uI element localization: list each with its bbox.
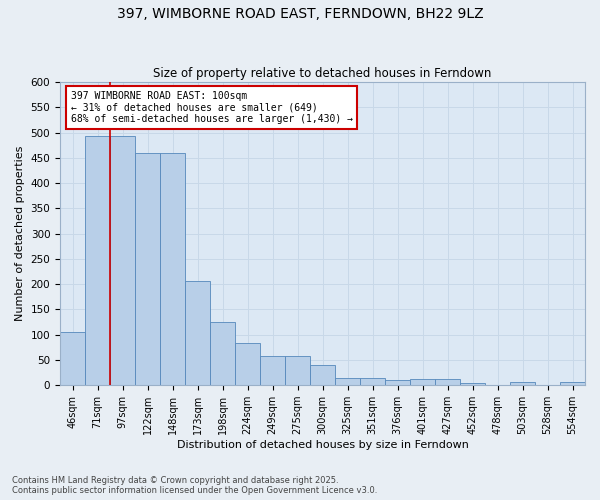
Bar [410, 379, 435, 385]
Bar [110, 136, 135, 385]
Bar [160, 153, 185, 385]
Bar [85, 136, 110, 385]
Bar [210, 322, 235, 385]
Bar [285, 356, 310, 385]
Bar [235, 344, 260, 385]
Bar [435, 379, 460, 385]
Bar [185, 280, 210, 385]
Bar [460, 383, 485, 385]
Text: Contains HM Land Registry data © Crown copyright and database right 2025.
Contai: Contains HM Land Registry data © Crown c… [12, 476, 377, 495]
Text: 397, WIMBORNE ROAD EAST, FERNDOWN, BH22 9LZ: 397, WIMBORNE ROAD EAST, FERNDOWN, BH22 … [116, 8, 484, 22]
Y-axis label: Number of detached properties: Number of detached properties [15, 146, 25, 322]
Bar [135, 153, 160, 385]
Bar [560, 382, 585, 385]
Title: Size of property relative to detached houses in Ferndown: Size of property relative to detached ho… [154, 66, 492, 80]
X-axis label: Distribution of detached houses by size in Ferndown: Distribution of detached houses by size … [176, 440, 469, 450]
Bar [60, 332, 85, 385]
Bar [260, 356, 285, 385]
Bar [360, 378, 385, 385]
Bar [310, 365, 335, 385]
Bar [510, 382, 535, 385]
Bar [335, 378, 360, 385]
Text: 397 WIMBORNE ROAD EAST: 100sqm
← 31% of detached houses are smaller (649)
68% of: 397 WIMBORNE ROAD EAST: 100sqm ← 31% of … [71, 91, 353, 124]
Bar [385, 380, 410, 385]
